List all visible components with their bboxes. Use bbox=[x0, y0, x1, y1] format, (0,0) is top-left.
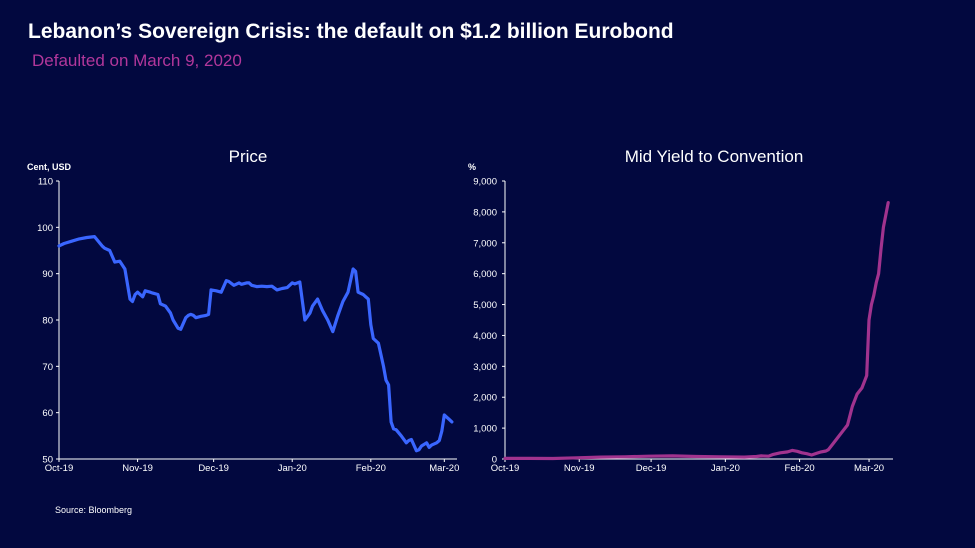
price-series-line bbox=[57, 235, 454, 453]
yield-y-tick-label: 4,000 bbox=[473, 331, 497, 342]
yield-x-tick-label: Jan-20 bbox=[711, 463, 740, 474]
price-y-tick-label: 70 bbox=[42, 362, 53, 373]
yield-x-tick-label: Nov-19 bbox=[564, 463, 595, 474]
price-y-tick-label: 50 bbox=[42, 455, 53, 466]
yield-x-tick-label: Oct-19 bbox=[491, 463, 520, 474]
price-y-unit-label: Cent, USD bbox=[27, 162, 72, 172]
price-x-tick-label: Mar-20 bbox=[429, 463, 459, 474]
price-y-tick-label: 110 bbox=[38, 177, 53, 188]
yield-x-tick-label: Feb-20 bbox=[785, 463, 815, 474]
yield-y-tick-label: 0 bbox=[492, 455, 497, 466]
page-title: Lebanon’s Sovereign Crisis: the default … bbox=[28, 20, 674, 43]
yield-y-unit-label: % bbox=[468, 162, 476, 172]
price-x-tick-label: Jan-20 bbox=[278, 463, 307, 474]
yield-y-tick-label: 3,000 bbox=[473, 362, 497, 373]
yield-y-tick-label: 2,000 bbox=[473, 393, 497, 404]
yield-chart-title: Mid Yield to Convention bbox=[625, 147, 804, 166]
price-chart-title: Price bbox=[229, 147, 268, 166]
price-y-tick-label: 100 bbox=[37, 223, 53, 234]
price-x-tick-label: Dec-19 bbox=[198, 463, 229, 474]
price-y-tick-label: 90 bbox=[42, 269, 53, 280]
price-x-tick-label: Oct-19 bbox=[45, 463, 74, 474]
source-note: Source: Bloomberg bbox=[55, 505, 133, 515]
yield-y-tick-label: 1,000 bbox=[473, 424, 497, 435]
yield-y-tick-label: 8,000 bbox=[473, 207, 497, 218]
yield-y-tick-label: 7,000 bbox=[473, 238, 497, 249]
price-y-tick-label: 80 bbox=[42, 316, 53, 327]
yield-y-tick-label: 9,000 bbox=[473, 177, 497, 188]
price-x-tick-label: Nov-19 bbox=[122, 463, 153, 474]
yield-series-line bbox=[503, 201, 890, 461]
price-x-tick-label: Feb-20 bbox=[356, 463, 386, 474]
price-y-tick-label: 60 bbox=[42, 408, 53, 419]
yield-x-tick-label: Dec-19 bbox=[636, 463, 667, 474]
yield-y-tick-label: 6,000 bbox=[473, 269, 497, 280]
yield-x-tick-label: Mar-20 bbox=[854, 463, 884, 474]
yield-y-tick-label: 5,000 bbox=[473, 300, 497, 311]
page-subtitle: Defaulted on March 9, 2020 bbox=[32, 51, 242, 70]
